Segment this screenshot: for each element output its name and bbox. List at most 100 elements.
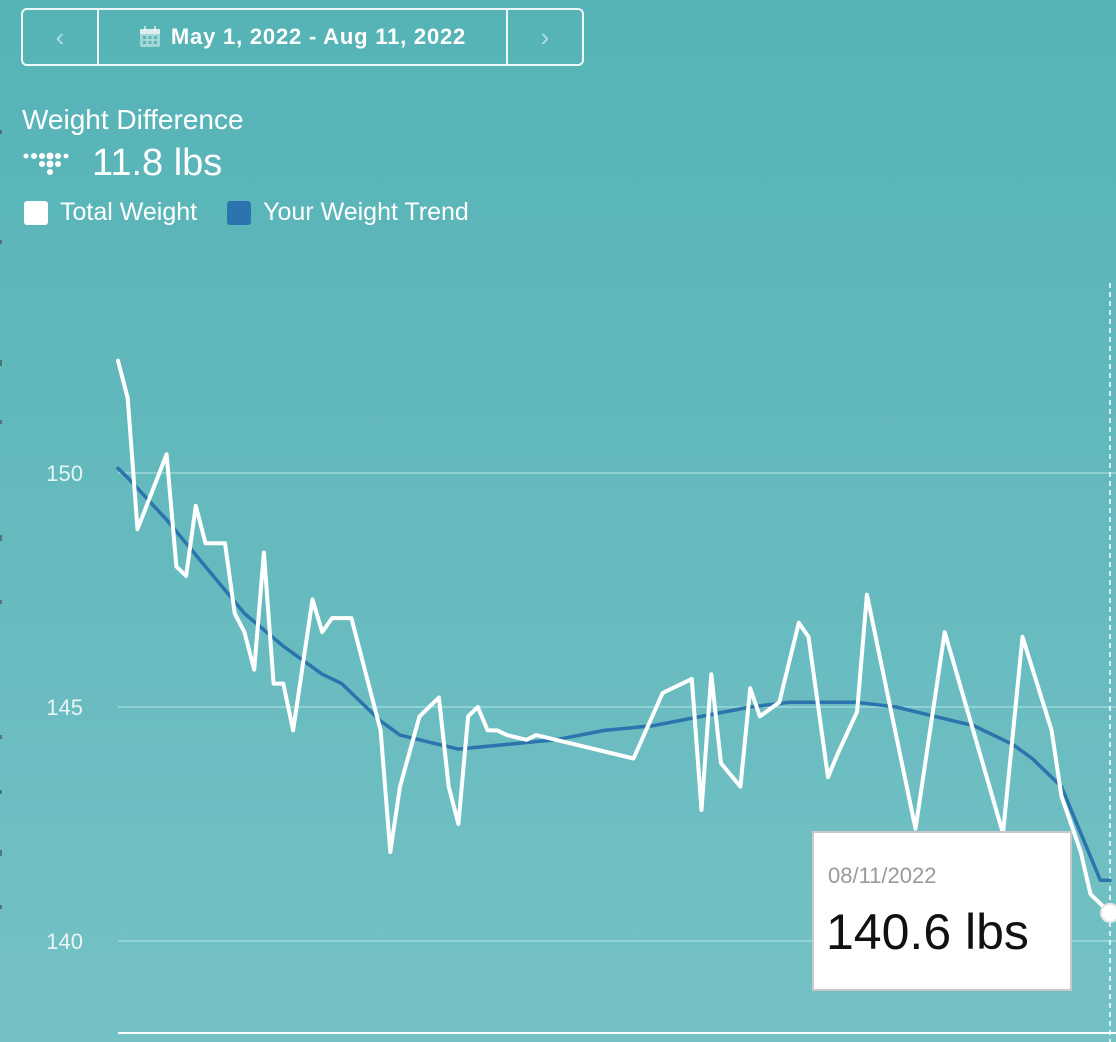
- total-weight-point: [398, 785, 402, 789]
- total-weight-point: [291, 728, 295, 732]
- legend-item-weight-trend[interactable]: Your Weight Trend: [227, 198, 469, 227]
- calendar-icon: [139, 26, 160, 47]
- total-weight-point: [194, 504, 198, 508]
- total-weight-point: [865, 593, 869, 597]
- total-weight-point: [1059, 794, 1063, 798]
- chevron-left-icon: ‹: [55, 21, 65, 52]
- weight-trend-point: [651, 724, 655, 728]
- total-weight-point: [233, 611, 237, 615]
- legend-swatch-weight-trend: [227, 200, 252, 225]
- total-weight-point: [525, 738, 529, 742]
- metric-row: 11.8 lbs: [22, 142, 222, 185]
- weight-trend-point: [602, 728, 606, 732]
- total-weight-point: [262, 551, 266, 555]
- chevron-right-icon: ›: [540, 21, 550, 52]
- total-weight-point: [738, 785, 742, 789]
- total-weight-point: [505, 733, 509, 737]
- total-weight-point: [272, 682, 276, 686]
- total-weight-point: [223, 541, 227, 545]
- date-range-picker: ‹ May 1, 2022 - Aug 11, 2022 ›: [21, 8, 584, 66]
- total-weight-point: [320, 630, 324, 634]
- previous-range-button[interactable]: ‹: [23, 10, 99, 64]
- total-weight-point: [466, 714, 470, 718]
- weight-trend-point: [505, 742, 509, 746]
- metric-title: Weight Difference: [22, 104, 244, 135]
- legend-item-total-weight[interactable]: Total Weight: [24, 198, 197, 227]
- total-weight-point: [418, 714, 422, 718]
- weight-trend-point: [1030, 757, 1034, 761]
- total-weight-point: [661, 691, 665, 695]
- total-weight-point: [748, 686, 752, 690]
- weight-trend-point: [787, 700, 791, 704]
- total-weight-point: [349, 616, 353, 620]
- total-weight-point: [1089, 892, 1093, 896]
- total-weight-point: [1050, 728, 1054, 732]
- total-weight-point: [252, 668, 256, 672]
- total-weight-point: [311, 597, 315, 601]
- total-weight-point: [437, 696, 441, 700]
- left-edge-marks: [0, 130, 2, 909]
- total-weight-point: [855, 710, 859, 714]
- total-weight-point: [758, 714, 762, 718]
- weight-trend-point: [398, 733, 402, 737]
- total-weight-point: [184, 574, 188, 578]
- weight-trend-point: [126, 476, 130, 480]
- date-range-display[interactable]: May 1, 2022 - Aug 11, 2022: [99, 10, 506, 64]
- tooltip-date: 08/11/2022: [828, 863, 937, 888]
- weight-trend-point: [1098, 878, 1102, 882]
- legend-label-total-weight: Total Weight: [60, 198, 198, 226]
- weight-trend-point: [340, 682, 344, 686]
- weight-trend-line: [116, 466, 1112, 882]
- fitbit-logo-icon: [23, 152, 69, 175]
- legend-label-weight-trend: Your Weight Trend: [263, 198, 469, 226]
- y-tick-label: 145: [46, 695, 83, 720]
- total-weight-point: [943, 630, 947, 634]
- total-weight-point: [126, 396, 130, 400]
- total-weight-point: [1021, 635, 1025, 639]
- total-weight-point: [495, 728, 499, 732]
- total-weight-point: [797, 621, 801, 625]
- total-weight-point: [807, 635, 811, 639]
- weight-trend-point: [700, 714, 704, 718]
- total-weight-point: [826, 775, 830, 779]
- weight-trend-point: [204, 565, 208, 569]
- total-weight-line: [116, 358, 1112, 915]
- total-weight-point: [486, 728, 490, 732]
- total-weight-point: [281, 682, 285, 686]
- tooltip-value: 140.6 lbs: [826, 904, 1029, 960]
- total-weight-point: [165, 452, 169, 456]
- total-weight-point: [700, 808, 704, 812]
- weight-trend-point: [1108, 878, 1112, 882]
- total-weight-point: [447, 785, 451, 789]
- total-weight-point: [709, 672, 713, 676]
- total-weight-point: [456, 822, 460, 826]
- total-weight-point: [534, 733, 538, 737]
- metric-value: 11.8 lbs: [92, 142, 223, 184]
- total-weight-point: [690, 677, 694, 681]
- y-tick-label: 150: [46, 461, 83, 486]
- weight-trend-point: [320, 672, 324, 676]
- weight-trend-point: [894, 705, 898, 709]
- total-weight-point: [116, 359, 120, 363]
- date-range-label: May 1, 2022 - Aug 11, 2022: [170, 24, 467, 49]
- total-weight-point: [379, 728, 383, 732]
- total-weight-point: [330, 616, 334, 620]
- legend-swatch-total-weight: [24, 200, 48, 225]
- weight-trend-point: [418, 738, 422, 742]
- total-weight-point: [836, 752, 840, 756]
- total-weight-point: [174, 565, 178, 569]
- chart-legend: Total Weight Your Weight Trend: [24, 198, 499, 227]
- total-weight-point: [242, 630, 246, 634]
- weight-trend-point: [165, 518, 169, 522]
- highlighted-point-marker[interactable]: [1100, 902, 1116, 923]
- next-range-button[interactable]: ›: [506, 10, 582, 64]
- total-weight-point: [388, 850, 392, 854]
- weight-trend-point: [242, 611, 246, 615]
- total-weight-point: [1079, 850, 1083, 854]
- weight-trend-point: [359, 700, 363, 704]
- total-weight-point: [777, 700, 781, 704]
- weight-trend-point: [437, 742, 441, 746]
- total-weight-point: [136, 527, 140, 531]
- total-weight-point: [476, 705, 480, 709]
